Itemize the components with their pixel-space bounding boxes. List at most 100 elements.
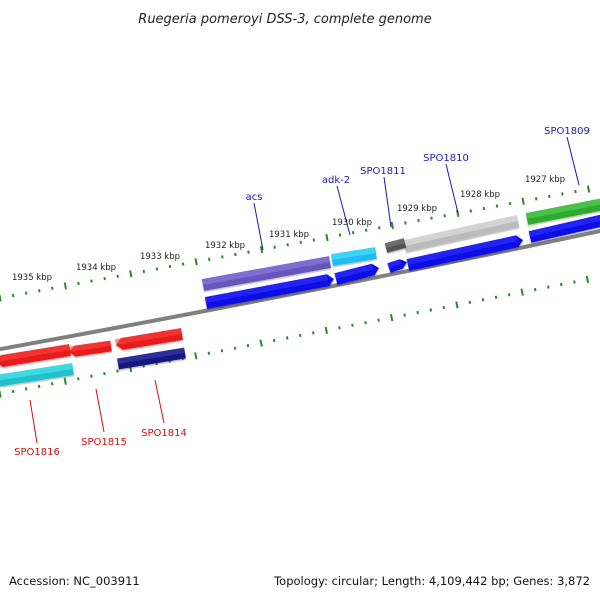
- gene-label-spo1815[interactable]: SPO1815: [81, 437, 127, 448]
- ruler-tick: [116, 369, 119, 373]
- ruler-tick: [364, 228, 368, 232]
- gene-label-spo1811[interactable]: SPO1811: [360, 166, 406, 177]
- ruler-tick: [547, 285, 550, 289]
- ruler-tick: [495, 204, 499, 208]
- cds-bar-acs[interactable]: [204, 274, 334, 309]
- gene-label-acs[interactable]: acs: [246, 192, 263, 203]
- gene-bar-spo1815[interactable]: [68, 340, 112, 357]
- gene-bar-spo1809[interactable]: [525, 198, 600, 225]
- ruler-tick: [259, 339, 263, 347]
- ruler-tick: [312, 331, 315, 335]
- ruler-tick: [24, 291, 28, 295]
- ruler-tick: [586, 185, 591, 193]
- ruler-tick: [508, 202, 512, 206]
- ruler-tick: [429, 308, 433, 312]
- gene-bar-spo1810[interactable]: [403, 215, 520, 252]
- ruler-tick: [63, 377, 67, 385]
- tick-labels: 1927 kbp 1928 kbp 1929 kbp 1930 kbp 1931 kbp…: [12, 175, 565, 283]
- gene-leader-line: [154, 379, 165, 424]
- tick-label: 1928 kbp: [460, 190, 500, 200]
- gene-bar-adk-2[interactable]: [331, 247, 377, 266]
- gene-labels: SPO1809 SPO1810 SPO1811 adk-2 acs SPO1814 SPO1…: [14, 126, 590, 458]
- ruler-tick: [338, 326, 341, 330]
- gene-bar-spo1814[interactable]: [115, 328, 183, 350]
- ruler-tick: [533, 287, 537, 292]
- cds-bar-spo1814[interactable]: [117, 347, 186, 370]
- gene-leader-line: [29, 399, 38, 444]
- map-title: Ruegeria pomeroyi DSS-3, complete genome: [138, 12, 431, 27]
- gene-leader-line: [336, 185, 351, 236]
- ruler-tick: [246, 343, 250, 348]
- gene-label-spo1814[interactable]: SPO1814: [141, 428, 187, 439]
- gene-label-adk-2[interactable]: adk-2: [322, 175, 350, 186]
- tick-label: 1927 kbp: [525, 175, 565, 185]
- ruler-tick: [11, 293, 15, 298]
- cds-bar-spo1809[interactable]: [528, 214, 600, 243]
- gene-label-spo1809[interactable]: SPO1809: [544, 126, 590, 137]
- gene-leader-line: [383, 176, 392, 228]
- tick-label: 1933 kbp: [140, 252, 180, 262]
- ruler-tick: [259, 246, 264, 254]
- ruler-tick: [468, 300, 472, 304]
- ruler-tick: [194, 258, 198, 266]
- ruler-tick: [520, 288, 524, 296]
- ruler-tick: [90, 374, 93, 378]
- gene-bar-acs[interactable]: [201, 256, 332, 291]
- topology-text: Topology: circular; Length: 4,109,442 bp…: [274, 574, 590, 588]
- gene-label-spo1810[interactable]: SPO1810: [423, 153, 469, 164]
- ruler-tick: [285, 336, 289, 340]
- ruler-tick: [377, 318, 380, 322]
- tick-label: 1931 kbp: [269, 230, 309, 240]
- ruler-tick: [534, 197, 538, 201]
- ruler-tick: [247, 250, 250, 254]
- ruler-tick: [324, 326, 328, 334]
- ruler-tick: [312, 238, 316, 242]
- ruler-tick: [0, 294, 2, 302]
- cds-bar-adk-2[interactable]: [334, 263, 380, 285]
- ruler-tick: [403, 313, 406, 317]
- ruler-tick: [286, 243, 289, 247]
- ruler-tick: [273, 245, 276, 249]
- accession-text: Accession: NC_003911: [9, 574, 140, 588]
- gene-label-spo1816[interactable]: SPO1816: [14, 447, 60, 458]
- cds-bar-spo1816[interactable]: [0, 363, 74, 387]
- ruler-tick: [37, 384, 41, 388]
- ruler-tick: [494, 295, 498, 299]
- ruler-tick: [299, 333, 302, 338]
- ruler-tick: [208, 257, 211, 261]
- ruler-tick: [443, 214, 446, 218]
- ruler-tick: [378, 226, 381, 230]
- ruler-tick: [103, 277, 106, 281]
- ruler-tick: [325, 233, 329, 242]
- ruler-tick: [442, 305, 446, 310]
- gene-leader-line: [566, 136, 580, 186]
- ruler-tick: [221, 255, 224, 259]
- ruler-tick: [129, 270, 133, 278]
- ruler-tick: [207, 351, 211, 355]
- gene-leader-line: [95, 388, 105, 433]
- ruler-tick: [561, 192, 564, 196]
- ruler-tick: [38, 289, 41, 293]
- gene-bar-spo1816[interactable]: [0, 344, 71, 367]
- ruler-tick: [416, 310, 419, 315]
- ruler-tick: [50, 382, 54, 386]
- gene-features: [0, 198, 600, 387]
- ruler-tick: [116, 274, 119, 278]
- tick-label: 1930 kbp: [332, 218, 372, 228]
- gene-bar-spo1811[interactable]: [384, 238, 407, 253]
- ruler-tick: [63, 282, 67, 290]
- ruler-tick: [299, 240, 303, 245]
- ruler-tick: [0, 390, 2, 398]
- ruler-tick: [574, 189, 577, 194]
- ruler-tick: [51, 286, 54, 290]
- ruler-tick: [507, 293, 511, 297]
- ruler-tick: [390, 314, 394, 322]
- cds-bar-spo1811[interactable]: [387, 259, 407, 273]
- ruler-tick: [430, 216, 433, 220]
- ruler-tick: [585, 275, 590, 284]
- ruler-tick: [194, 352, 198, 360]
- cds-bar-spo1810[interactable]: [406, 235, 523, 271]
- ruler-tick: [234, 252, 237, 257]
- ruler-tick: [11, 389, 15, 394]
